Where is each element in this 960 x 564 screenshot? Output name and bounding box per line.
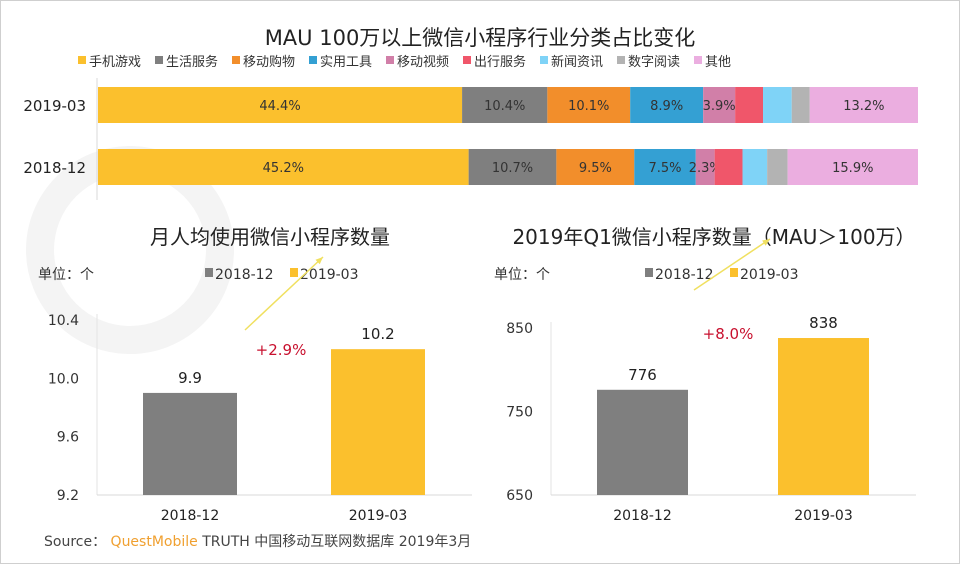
legend-swatch	[232, 56, 240, 64]
data-label: 2.3%	[689, 161, 722, 176]
data-label: 44.4%	[259, 99, 300, 114]
legend-label: 2019-03	[740, 267, 799, 283]
bar	[143, 392, 237, 495]
data-label: 3.9%	[703, 99, 736, 114]
data-label: 7.5%	[649, 161, 682, 176]
unit-label: 单位：个	[494, 267, 550, 283]
bar	[778, 338, 869, 495]
data-label: 9.9	[178, 369, 202, 387]
data-label: 10.1%	[568, 99, 609, 114]
legend-label: 实用工具	[320, 55, 372, 70]
x-tick-label: 2019-03	[794, 508, 853, 524]
legend-swatch	[645, 268, 653, 277]
bar-segment	[695, 149, 715, 185]
bar-segment	[742, 149, 768, 185]
legend-swatch	[540, 56, 548, 64]
bar-segment	[735, 87, 764, 123]
legend-label: 其他	[705, 55, 731, 70]
data-label: 10.2	[361, 325, 394, 343]
bar-segment	[809, 87, 918, 123]
legend-label: 移动购物	[243, 54, 295, 70]
legend-swatch	[463, 56, 471, 64]
x-tick-label: 2019-03	[349, 508, 408, 524]
growth-arrow	[693, 238, 771, 291]
legend-swatch	[309, 56, 317, 64]
legend-label: 2019-03	[300, 267, 359, 283]
y-tick-label: 9.6	[57, 430, 79, 446]
data-label: 8.9%	[650, 99, 683, 114]
bar-segment	[634, 149, 696, 185]
growth-arrow	[244, 256, 324, 331]
data-label: 10.7%	[492, 161, 533, 176]
y-tick-label: 10.4	[48, 313, 79, 329]
bar-segment	[787, 149, 918, 185]
bar-segment	[556, 149, 635, 185]
bar	[597, 389, 688, 495]
category-label: 2018-12	[23, 159, 86, 177]
bar-segment	[791, 87, 810, 123]
legend-swatch	[386, 56, 394, 64]
data-label: 776	[628, 366, 657, 384]
legend-label: 出行服务	[474, 54, 526, 70]
legend-swatch	[155, 56, 163, 64]
y-tick-label: 850	[506, 321, 533, 337]
growth-annotation: +8.0%	[703, 325, 754, 343]
category-label: 2019-03	[23, 97, 86, 115]
arrow-head	[315, 257, 323, 265]
legend-label: 2018-12	[215, 267, 274, 283]
legend-label: 生活服务	[166, 54, 218, 70]
legend-swatch	[617, 56, 625, 64]
bar-segment	[630, 87, 704, 123]
arrow-head	[762, 239, 770, 246]
legend-label: 移动视频	[397, 55, 449, 70]
legend-label: 新闻资讯	[551, 54, 603, 70]
chart-title: 月人均使用微信小程序数量	[150, 225, 390, 249]
bar-segment	[462, 87, 548, 123]
legend-swatch	[290, 268, 298, 277]
data-label: 838	[809, 314, 838, 332]
data-label: 15.9%	[832, 161, 873, 176]
source-rest: TRUTH 中国移动互联网数据库 2019年3月	[198, 534, 472, 550]
bar	[331, 349, 425, 495]
y-tick-label: 9.2	[57, 488, 79, 504]
y-tick-label: 650	[506, 488, 533, 504]
source-note: Source： QuestMobile TRUTH 中国移动互联网数据库 201…	[44, 534, 471, 550]
legend-swatch	[694, 56, 702, 64]
bar-segment	[763, 87, 792, 123]
legend-label: 数字阅读	[628, 55, 680, 70]
legend-swatch	[730, 268, 738, 277]
legend-label: 手机游戏	[89, 55, 141, 70]
bar-segment	[468, 149, 557, 185]
bar-segment	[767, 149, 788, 185]
y-tick-label: 750	[506, 405, 533, 421]
source-brand: QuestMobile	[106, 534, 198, 550]
bar-segment	[547, 87, 631, 123]
bar-segment	[714, 149, 743, 185]
chart-title: 2019年Q1微信小程序数量（MAU＞100万）	[512, 225, 915, 249]
chart-title: MAU 100万以上微信小程序行业分类占比变化	[265, 26, 696, 50]
bar-segment	[98, 149, 469, 185]
y-tick-label: 10.0	[48, 371, 79, 387]
legend-swatch	[205, 268, 213, 277]
data-label: 45.2%	[263, 161, 304, 176]
data-label: 9.5%	[579, 161, 612, 176]
x-tick-label: 2018-12	[613, 508, 672, 524]
x-tick-label: 2018-12	[161, 508, 220, 524]
source-prefix: Source：	[44, 534, 106, 550]
data-label: 13.2%	[843, 99, 884, 114]
legend-swatch	[78, 56, 86, 64]
legend-label: 2018-12	[655, 267, 714, 283]
data-label: 10.4%	[484, 99, 525, 114]
unit-label: 单位：个	[38, 267, 94, 283]
bar-segment	[703, 87, 736, 123]
growth-annotation: +2.9%	[256, 341, 307, 359]
bar-segment	[98, 87, 463, 123]
